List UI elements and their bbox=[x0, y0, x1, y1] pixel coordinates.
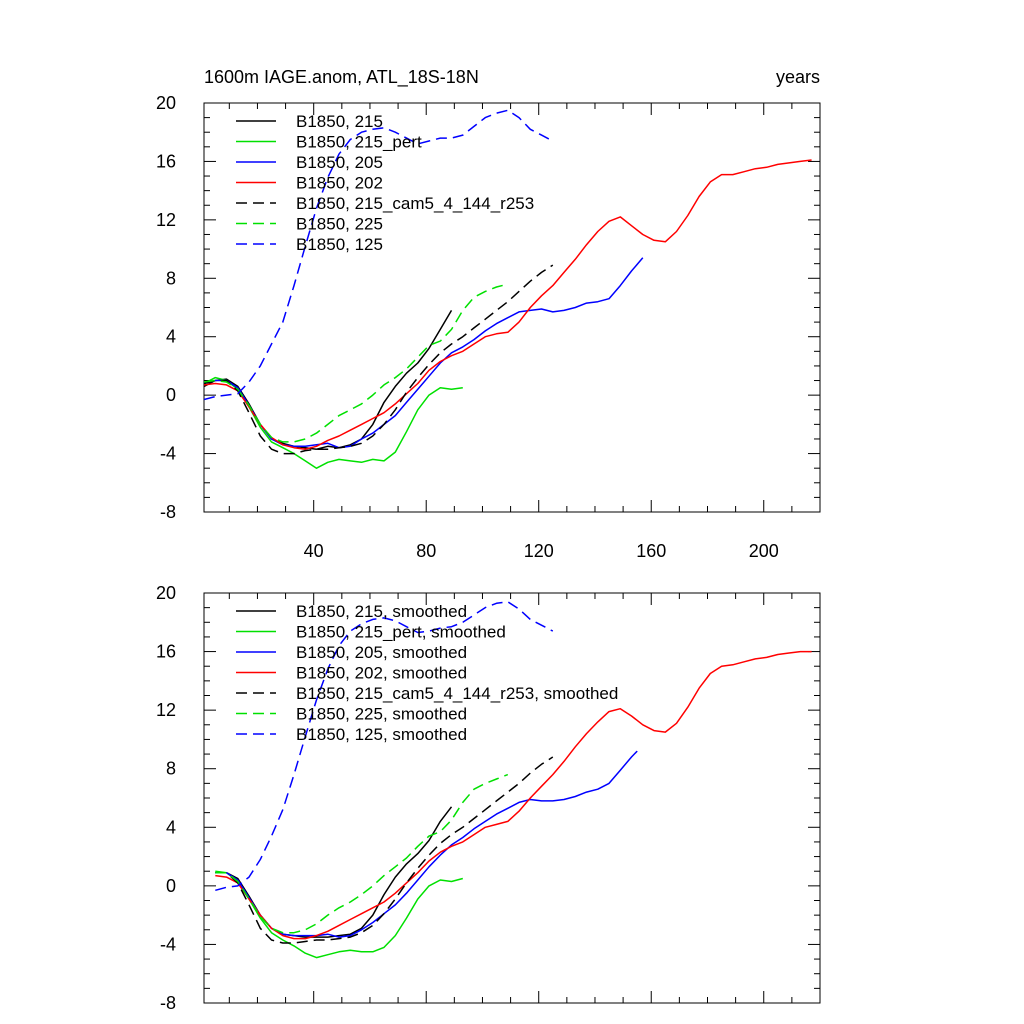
x-tick-label: 200 bbox=[749, 541, 779, 561]
legend-label-7: B1850, 125 bbox=[296, 235, 383, 254]
y-tick-label: 0 bbox=[166, 876, 176, 896]
series-line-2 bbox=[215, 870, 463, 959]
series-line-3 bbox=[204, 257, 644, 449]
y-tick-label: 12 bbox=[156, 210, 176, 230]
legend-label-3: B1850, 205, smoothed bbox=[296, 643, 467, 662]
y-tick-label: 16 bbox=[156, 151, 176, 171]
series-lines bbox=[204, 109, 812, 469]
series-line-7 bbox=[204, 109, 554, 401]
legend-label-7: B1850, 125, smoothed bbox=[296, 725, 467, 744]
legend-label-5: B1850, 215_cam5_4_144_r253, smoothed bbox=[296, 684, 618, 703]
top-chart-panel: -8 -4 0 4 8 12 16 20 40 80 120 160 200 1600m IAGE.ano… bbox=[156, 67, 821, 561]
legend-label-6: B1850, 225, smoothed bbox=[296, 705, 467, 724]
y-tick-label: -8 bbox=[160, 993, 176, 1013]
series-line-4 bbox=[204, 159, 812, 450]
legend-label-2: B1850, 215_pert, smoothed bbox=[296, 623, 506, 642]
legend-label-2: B1850, 215_pert bbox=[296, 133, 422, 152]
chart-right-title: years bbox=[776, 67, 820, 87]
y-tick-label: 12 bbox=[156, 700, 176, 720]
y-tick-label: 16 bbox=[156, 642, 176, 662]
y-tick-label: 4 bbox=[166, 327, 176, 347]
series-line-1 bbox=[204, 310, 453, 450]
series-line-6 bbox=[215, 773, 509, 934]
series-line-5 bbox=[204, 264, 554, 455]
series-line-3 bbox=[215, 750, 638, 938]
chart-title: 1600m IAGE.anom, ATL_18S-18N bbox=[204, 67, 479, 88]
legend-label-4: B1850, 202, smoothed bbox=[296, 664, 467, 683]
y-tick-label: -4 bbox=[160, 934, 176, 954]
series-line-4 bbox=[215, 650, 812, 940]
y-tick-label: 8 bbox=[166, 759, 176, 779]
y-tick-label: -8 bbox=[160, 502, 176, 522]
x-tick-label: 160 bbox=[636, 541, 666, 561]
series-line-7 bbox=[215, 601, 554, 892]
legend-label-1: B1850, 215 bbox=[296, 112, 383, 131]
y-tick-label: 20 bbox=[156, 583, 176, 603]
legend-label-3: B1850, 205 bbox=[296, 153, 383, 172]
legend-label-1: B1850, 215, smoothed bbox=[296, 602, 467, 621]
x-tick-label: 40 bbox=[304, 541, 324, 561]
legend-label-5: B1850, 215_cam5_4_144_r253 bbox=[296, 194, 534, 213]
y-tick-label: 0 bbox=[166, 385, 176, 405]
y-tick-label: 4 bbox=[166, 817, 176, 837]
y-tick-label: -4 bbox=[160, 444, 176, 464]
y-tick-label: 8 bbox=[166, 268, 176, 288]
x-tick-label: 120 bbox=[524, 541, 554, 561]
legend-label-6: B1850, 225 bbox=[296, 215, 383, 234]
x-tick-label: 80 bbox=[416, 541, 436, 561]
series-line-2 bbox=[204, 376, 463, 469]
bottom-chart-panel: -8 -4 0 4 8 12 16 20 B1850, 215, smoothed B1850, … bbox=[156, 583, 821, 1013]
legend-label-4: B1850, 202 bbox=[296, 174, 383, 193]
series-lines bbox=[215, 601, 812, 959]
series-line-6 bbox=[204, 283, 508, 443]
y-tick-label: 20 bbox=[156, 93, 176, 113]
series-line-5 bbox=[215, 756, 554, 944]
series-line-1 bbox=[215, 806, 453, 938]
